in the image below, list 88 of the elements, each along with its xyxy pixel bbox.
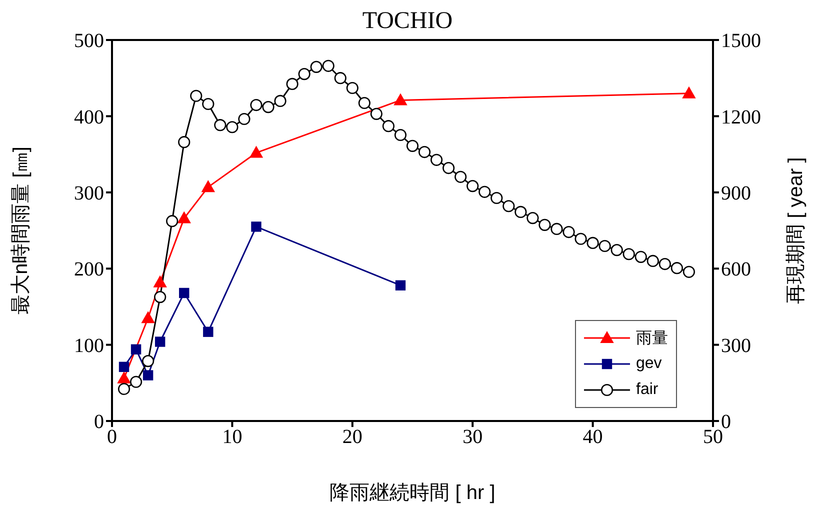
point: [179, 288, 190, 298]
point: [550, 222, 563, 236]
point: [526, 212, 539, 224]
point: [586, 236, 599, 249]
y-tick-label: 400: [74, 106, 104, 128]
point: [646, 254, 659, 268]
point: [454, 170, 467, 183]
point: [622, 248, 635, 260]
point: [202, 180, 215, 192]
point: [178, 136, 190, 148]
point: [298, 68, 310, 80]
point: [322, 60, 334, 72]
y-tick-label: 300: [74, 182, 104, 204]
x-tick-label: 40: [582, 426, 603, 448]
point: [310, 60, 322, 73]
point: [514, 206, 527, 218]
point: [154, 336, 166, 347]
y2-tick-label: 1200: [721, 106, 761, 128]
point: [251, 222, 262, 232]
point: [250, 146, 263, 158]
y2-tick-label: 0: [721, 411, 731, 434]
point: [370, 108, 382, 120]
point: [502, 200, 515, 212]
point: [262, 101, 274, 114]
point: [118, 362, 130, 372]
legend-label: 雨量: [636, 328, 668, 348]
y2-tick-label: 600: [721, 258, 751, 281]
point: [574, 232, 587, 245]
point: [442, 162, 455, 174]
point: [130, 344, 142, 354]
point: [394, 94, 407, 106]
y-tick-label: 200: [74, 258, 104, 281]
legend-label: gev: [636, 355, 662, 373]
y-axis-title: 最大n時間雨量 [㎜]: [10, 146, 32, 314]
point: [142, 355, 154, 368]
point: [382, 120, 395, 132]
point: [406, 140, 419, 152]
point: [395, 280, 406, 290]
point: [610, 244, 623, 256]
x-tick-label: 50: [703, 426, 723, 448]
point: [682, 266, 696, 278]
point: [334, 72, 346, 84]
x-tick-label: 10: [222, 426, 242, 448]
point: [346, 82, 358, 94]
point: [250, 98, 262, 112]
point: [562, 226, 575, 238]
y-tick-label: 100: [74, 334, 104, 357]
y-tick-label: 500: [74, 30, 104, 52]
point: [142, 312, 155, 324]
point: [202, 98, 214, 110]
point: [394, 128, 407, 142]
point: [430, 154, 443, 166]
legend-label: fair: [636, 381, 658, 399]
y2-tick-label: 300: [721, 334, 751, 357]
point: [178, 212, 191, 224]
point: [130, 376, 142, 388]
point: [203, 326, 214, 337]
point: [226, 121, 238, 134]
point: [358, 96, 370, 110]
point: [418, 146, 431, 158]
y2-tick-label: 1500: [721, 30, 761, 52]
chart-title: TOCHIO: [362, 8, 453, 34]
x-tick-label: 20: [342, 426, 362, 448]
point: [670, 262, 683, 274]
y-tick-label: 0: [94, 411, 104, 434]
point: [682, 86, 696, 98]
y2-tick-label: 900: [721, 182, 751, 204]
point: [118, 382, 130, 396]
point: [634, 250, 647, 263]
point: [274, 94, 286, 108]
point: [658, 258, 671, 270]
x-axis-title: 降雨継続時間 [ hr ]: [330, 482, 496, 504]
point: [478, 186, 491, 198]
point: [154, 291, 166, 304]
point: [598, 240, 611, 252]
x-tick-label: 30: [462, 426, 483, 448]
y2-axis-title: 再現期間 [ year ]: [785, 157, 808, 304]
point: [154, 276, 167, 288]
point: [490, 192, 503, 204]
point: [238, 112, 250, 126]
point: [142, 370, 154, 380]
point: [118, 372, 131, 384]
point: [466, 180, 479, 192]
point: [538, 218, 551, 231]
point: [190, 90, 202, 102]
point: [214, 119, 226, 132]
point: [166, 215, 178, 228]
point: [286, 78, 298, 90]
